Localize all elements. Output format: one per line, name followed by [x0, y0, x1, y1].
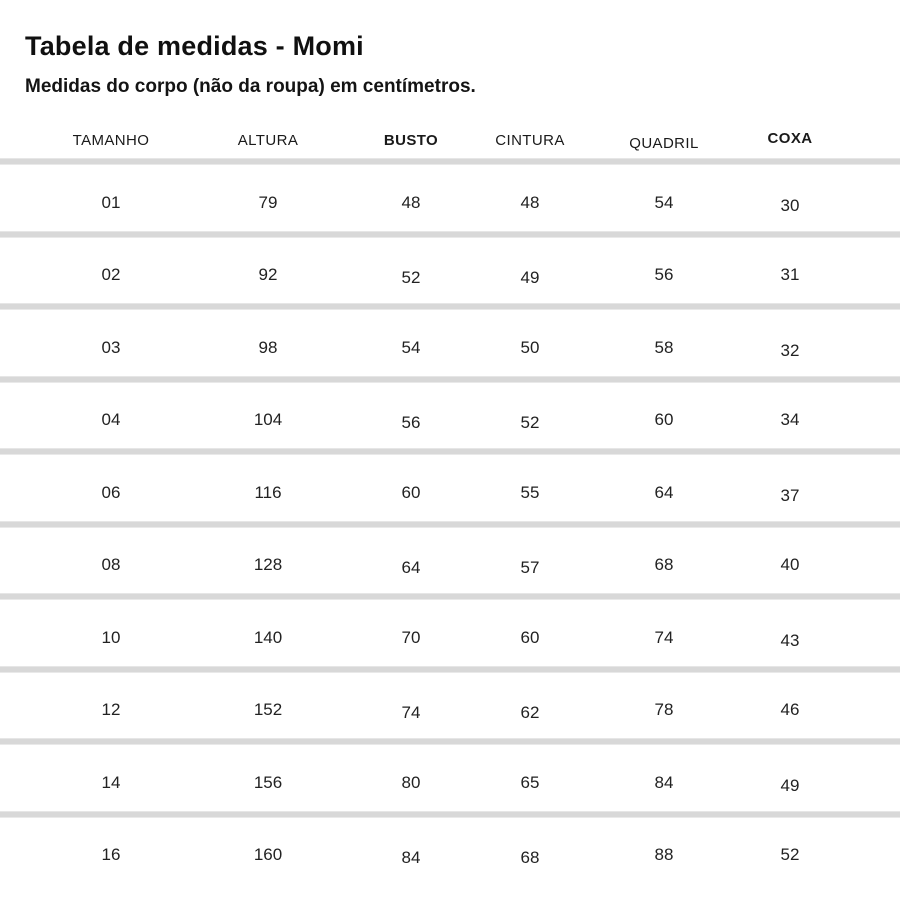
row-divider [0, 738, 900, 745]
row-divider [0, 158, 900, 165]
cell-cintura: 62 [520, 703, 540, 723]
cell-cintura: 50 [520, 337, 540, 357]
cell-busto: 54 [401, 337, 421, 357]
cell-quadril: 78 [654, 700, 674, 720]
table-row: 04 104 56 52 60 34 [0, 383, 900, 449]
table-row: 01 79 48 48 54 30 [0, 165, 900, 231]
cell-coxa: 40 [780, 555, 800, 575]
page-subtitle: Medidas do corpo (não da roupa) em centí… [25, 76, 476, 97]
row-divider [0, 303, 900, 310]
cell-altura: 92 [258, 265, 278, 285]
cell-busto: 60 [401, 482, 421, 502]
cell-quadril: 64 [654, 482, 674, 502]
cell-cintura: 49 [520, 268, 540, 288]
table-row: 02 92 52 49 56 31 [0, 238, 900, 304]
cell-coxa: 49 [780, 775, 800, 795]
cell-tamanho: 01 [101, 192, 121, 212]
cell-busto: 64 [401, 558, 421, 578]
column-header-tamanho: TAMANHO [72, 131, 150, 149]
cell-busto: 48 [401, 192, 421, 212]
cell-busto: 56 [401, 413, 421, 433]
row-divider [0, 593, 900, 600]
cell-cintura: 55 [520, 482, 540, 502]
cell-cintura: 52 [520, 413, 540, 433]
cell-busto: 52 [401, 268, 421, 288]
cell-altura: 98 [258, 337, 278, 357]
cell-quadril: 54 [654, 192, 674, 212]
row-divider [0, 665, 900, 673]
cell-coxa: 43 [780, 630, 800, 650]
table-row: 06 116 60 55 64 37 [0, 455, 900, 521]
table-row: 12 152 74 62 78 46 [0, 673, 900, 739]
cell-tamanho: 04 [101, 410, 121, 430]
cell-cintura: 68 [520, 848, 540, 868]
cell-busto: 80 [401, 772, 421, 792]
cell-tamanho: 03 [101, 337, 121, 357]
cell-quadril: 68 [654, 555, 674, 575]
cell-altura: 152 [253, 700, 283, 720]
cell-tamanho: 14 [101, 772, 121, 792]
row-divider [0, 230, 900, 238]
cell-coxa: 34 [780, 410, 800, 430]
column-header-quadril: QUADRIL [629, 134, 699, 152]
cell-quadril: 60 [654, 410, 674, 430]
cell-altura: 116 [254, 482, 282, 502]
cell-altura: 140 [253, 627, 283, 647]
table-body: 01 79 48 48 54 30 02 92 52 49 56 31 03 98 54 50 58 32 04 10… [0, 158, 900, 883]
row-divider [0, 520, 900, 528]
cell-quadril: 58 [654, 337, 674, 357]
row-divider [0, 810, 900, 818]
row-divider [0, 448, 900, 455]
table-row: 14 156 80 65 84 49 [0, 745, 900, 811]
cell-altura: 104 [253, 410, 283, 430]
cell-cintura: 60 [520, 627, 540, 647]
cell-busto: 84 [401, 848, 421, 868]
cell-cintura: 57 [520, 558, 540, 578]
cell-tamanho: 12 [101, 700, 121, 720]
cell-tamanho: 16 [101, 845, 121, 865]
table-row: 08 128 64 57 68 40 [0, 528, 900, 594]
cell-tamanho: 02 [101, 265, 121, 285]
cell-coxa: 52 [780, 845, 800, 865]
table-row: 16 160 84 68 88 52 [0, 818, 900, 884]
cell-quadril: 56 [654, 265, 674, 285]
row-divider [0, 375, 900, 383]
cell-coxa: 32 [780, 340, 800, 360]
cell-quadril: 88 [654, 845, 674, 865]
column-header-cintura: CINTURA [495, 131, 565, 149]
cell-coxa: 30 [780, 195, 800, 215]
page-title: Tabela de medidas - Momi [25, 31, 364, 61]
size-table: TAMANHO ALTURA BUSTO CINTURA QUADRIL COX… [0, 122, 900, 883]
column-header-altura: ALTURA [237, 131, 299, 149]
cell-quadril: 74 [654, 627, 674, 647]
cell-tamanho: 10 [101, 627, 121, 647]
cell-tamanho: 06 [101, 482, 121, 502]
cell-altura: 128 [253, 555, 283, 575]
column-header-busto: BUSTO [383, 131, 439, 149]
cell-cintura: 48 [520, 192, 540, 212]
cell-altura: 160 [253, 845, 283, 865]
cell-altura: 79 [258, 192, 278, 212]
cell-cintura: 65 [520, 772, 540, 792]
table-row: 03 98 54 50 58 32 [0, 310, 900, 376]
column-header-coxa: COXA [767, 129, 813, 147]
cell-tamanho: 08 [101, 555, 121, 575]
table-header-row: TAMANHO ALTURA BUSTO CINTURA QUADRIL COX… [0, 122, 900, 158]
cell-altura: 156 [253, 772, 283, 792]
cell-coxa: 46 [780, 700, 800, 720]
cell-busto: 70 [401, 627, 421, 647]
cell-coxa: 31 [780, 265, 800, 285]
cell-busto: 74 [401, 703, 421, 723]
cell-quadril: 84 [654, 772, 674, 792]
cell-coxa: 37 [780, 485, 800, 505]
table-row: 10 140 70 60 74 43 [0, 600, 900, 666]
